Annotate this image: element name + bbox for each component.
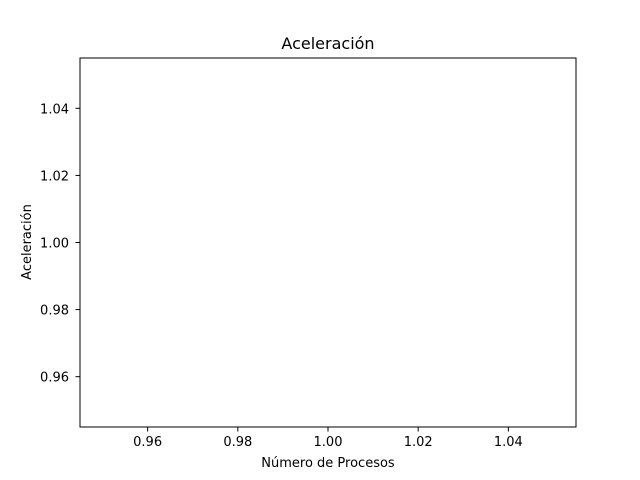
x-tick-label: 1.02	[404, 435, 433, 450]
x-tick-label: 0.96	[133, 435, 162, 450]
x-tick-label: 1.04	[494, 435, 523, 450]
y-tick-label: 0.96	[40, 371, 69, 386]
plot-area: 0.96 0.98 1.00 1.02 1.04 0.96 0.98 1.00 1.02 1.0…	[40, 57, 577, 450]
y-tick-label: 0.98	[40, 304, 69, 319]
y-tick-label: 1.00	[40, 237, 69, 252]
chart-title: Aceleración	[281, 34, 374, 53]
y-axis-ticks: 0.96 0.98 1.00 1.02 1.04	[40, 102, 80, 386]
x-tick-label: 0.98	[223, 435, 252, 450]
x-axis-label: Número de Procesos	[261, 456, 395, 471]
x-axis-ticks: 0.96 0.98 1.00 1.02 1.04	[133, 427, 523, 450]
y-tick-label: 1.02	[40, 169, 69, 184]
y-tick-label: 1.04	[40, 102, 69, 117]
y-axis-label: Aceleración	[20, 204, 35, 280]
x-tick-label: 1.00	[314, 435, 343, 450]
